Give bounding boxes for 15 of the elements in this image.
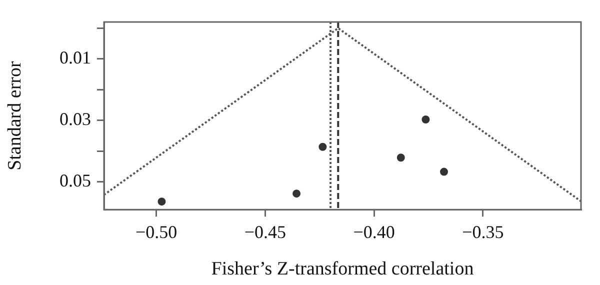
point bbox=[440, 168, 448, 176]
y-tick-label: 0.05 bbox=[60, 170, 91, 191]
y-tick-label: 0.03 bbox=[60, 109, 91, 130]
x-tick-label: −0.40 bbox=[353, 222, 395, 242]
point bbox=[396, 154, 405, 162]
point bbox=[158, 198, 166, 206]
x-tick-label: −0.45 bbox=[244, 222, 286, 242]
point bbox=[318, 142, 327, 151]
point bbox=[292, 190, 301, 198]
y-axis-title: Standard error bbox=[4, 60, 26, 170]
y-tick-label: 0.01 bbox=[60, 48, 91, 68]
x-axis-title: Fisher’s Z-transformed correlation bbox=[211, 258, 474, 280]
point bbox=[422, 115, 430, 124]
x-tick-label: −0.50 bbox=[135, 222, 178, 242]
x-tick-label: −0.35 bbox=[462, 222, 504, 242]
